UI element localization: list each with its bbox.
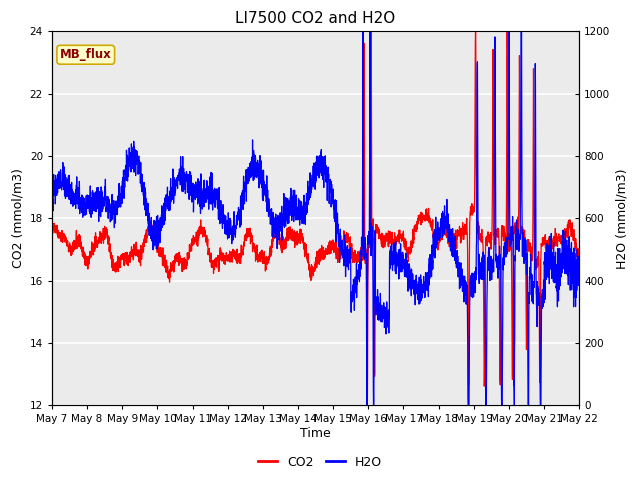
Legend: CO2, H2O: CO2, H2O <box>253 451 387 474</box>
X-axis label: Time: Time <box>300 427 331 440</box>
Y-axis label: H2O (mmol/m3): H2O (mmol/m3) <box>616 168 629 269</box>
Title: LI7500 CO2 and H2O: LI7500 CO2 and H2O <box>236 11 396 26</box>
Text: MB_flux: MB_flux <box>60 48 111 61</box>
Y-axis label: CO2 (mmol/m3): CO2 (mmol/m3) <box>11 168 24 268</box>
